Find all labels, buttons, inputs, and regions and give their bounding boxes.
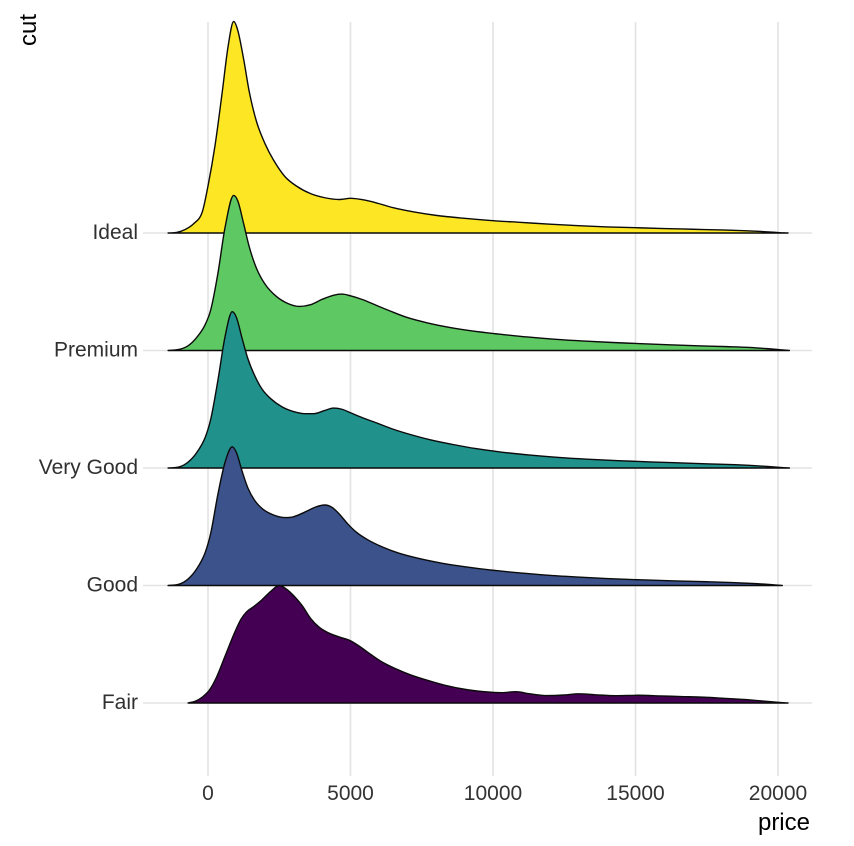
y-label-premium: Premium — [54, 339, 138, 362]
y-label-ideal: Ideal — [92, 221, 138, 244]
x-tick-labels: 0 5000 10000 15000 20000 — [202, 782, 807, 805]
x-tick-label-0: 0 — [202, 782, 214, 805]
y-category-labels: Ideal Premium Very Good Good Fair — [39, 221, 138, 714]
ridge-good — [167, 446, 783, 587]
ridge-premium — [167, 194, 791, 352]
y-label-fair: Fair — [102, 691, 138, 714]
x-tick-label-10000: 10000 — [464, 782, 522, 805]
x-tick-label-20000: 20000 — [749, 782, 807, 805]
y-axis-title: cut — [15, 14, 42, 46]
ridge-very-good — [167, 311, 791, 469]
ridge-fair — [187, 584, 789, 704]
x-axis-title: price — [758, 809, 810, 836]
y-label-good: Good — [87, 574, 138, 597]
x-tick-label-5000: 5000 — [327, 782, 374, 805]
y-label-very-good: Very Good — [39, 456, 138, 479]
ridge-ideal — [167, 20, 789, 234]
x-tick-label-15000: 15000 — [606, 782, 664, 805]
ridge-layer — [167, 20, 791, 704]
